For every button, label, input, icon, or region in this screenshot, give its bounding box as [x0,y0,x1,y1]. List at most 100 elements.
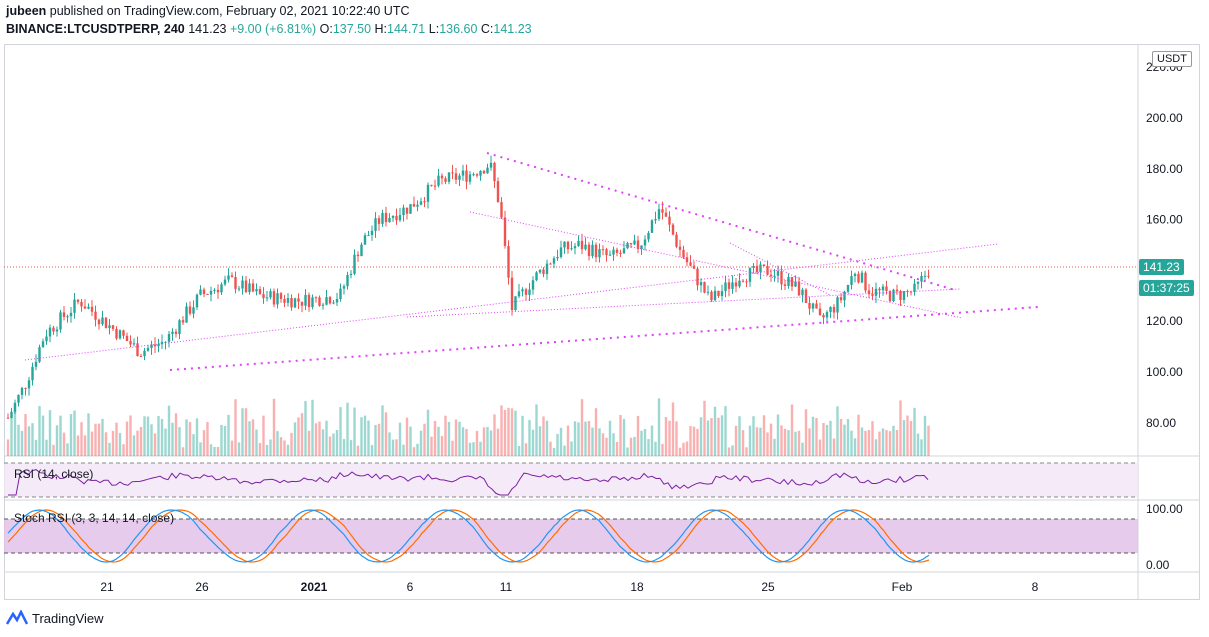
trendline-lower[interactable] [169,306,1039,371]
volume-bar [339,407,342,456]
volume-bar [738,416,741,456]
trendline-upper[interactable] [486,152,956,291]
author[interactable]: jubeen [6,4,47,18]
candle-body [115,328,118,339]
volume-bar [556,433,559,456]
volume-bar [671,402,675,456]
volume-bar [594,408,598,456]
candle-body [328,297,332,304]
stoch-title[interactable]: Stoch RSI (3, 3, 14, 14, close) [14,511,174,525]
volume-bar [363,415,367,456]
volume-bar [748,425,752,456]
volume-bar [804,409,808,456]
volume-bar [122,444,125,456]
volume-bar [115,422,118,456]
trendline-short[interactable] [729,242,831,296]
volume-bar [815,418,818,456]
candle-body [360,244,363,257]
candle-body [633,240,636,245]
volume-bar [521,415,524,456]
rsi-line [8,469,929,496]
candle-body [83,306,87,309]
stoch-d-line [7,509,930,563]
volume-bar [262,415,265,456]
candle-body [615,249,619,253]
volume-bar [153,433,157,456]
volume-bar [41,415,45,456]
candle-body [752,265,755,268]
volume-bar [612,433,615,456]
volume-bar [871,421,874,456]
candle-body [160,342,164,345]
volume-bar [727,447,731,456]
candle-body [17,394,20,403]
candles [6,155,930,419]
candle-body [398,215,402,221]
candle-body [500,202,503,218]
candle-body [199,289,202,295]
currency-badge[interactable]: USDT [1152,51,1192,67]
volume-bar [447,421,451,456]
candle-body [293,298,297,308]
volume-bar [237,442,241,456]
candle-body [265,297,269,299]
volume-bar [857,414,860,456]
candle-body [535,272,538,281]
rsi-title[interactable]: RSI (14, close) [14,467,93,481]
trendline-channel-1[interactable] [24,243,999,361]
volume-bar [720,415,724,456]
volume-bar [52,444,55,456]
candle-body [458,175,461,180]
volume-bar [734,425,738,456]
volume-bar [255,429,258,456]
candle-body [927,275,930,277]
candle-body [846,284,850,292]
volume-bar [832,438,836,456]
volume-bar [248,421,251,456]
candle-body [62,312,66,317]
candle-body [496,181,500,203]
price-axis: 220.00200.00180.00160.00140.00120.00100.… [1146,60,1183,430]
volume-bar [223,426,227,456]
candle-body [542,269,545,275]
volume-bar [325,420,328,456]
candle-body [671,224,675,235]
candle-body [878,288,881,291]
candle-body [510,277,514,311]
volume-bar [773,438,776,456]
volume-bar [899,400,902,456]
candle-body [584,244,587,250]
volume-bar [731,445,734,456]
volume-bar [801,442,804,456]
trendlines[interactable] [24,152,1039,371]
footer-brand[interactable]: TradingView [6,610,104,626]
volume-bar [706,420,710,456]
candle-body [444,178,447,182]
candle-body [923,275,927,277]
symbol[interactable]: BINANCE:LTCUSDTPERP, 240 [6,22,185,36]
price-badge: 141.23 [1139,259,1184,275]
volume-bar [689,426,692,456]
candle-body [311,297,314,308]
volume-bar [62,432,66,456]
candle-body [720,291,724,296]
volume-bar [48,410,52,456]
candle-body [531,280,535,290]
volume-bar [55,425,59,456]
volume-bar [881,428,885,456]
volume-bar [188,422,192,456]
volume-bar [570,441,573,456]
trendline-channel-2[interactable] [406,288,961,318]
candle-body [563,241,566,248]
trendline-channel-3[interactable] [469,211,963,319]
candle-body [20,387,24,395]
volume-bar [713,406,717,456]
candle-body [913,283,916,292]
candle-body [423,201,426,203]
candle-body [822,314,825,318]
candle-body [283,299,286,303]
candle-body [703,282,706,293]
candle-body [867,290,871,295]
candle-body [902,290,906,301]
